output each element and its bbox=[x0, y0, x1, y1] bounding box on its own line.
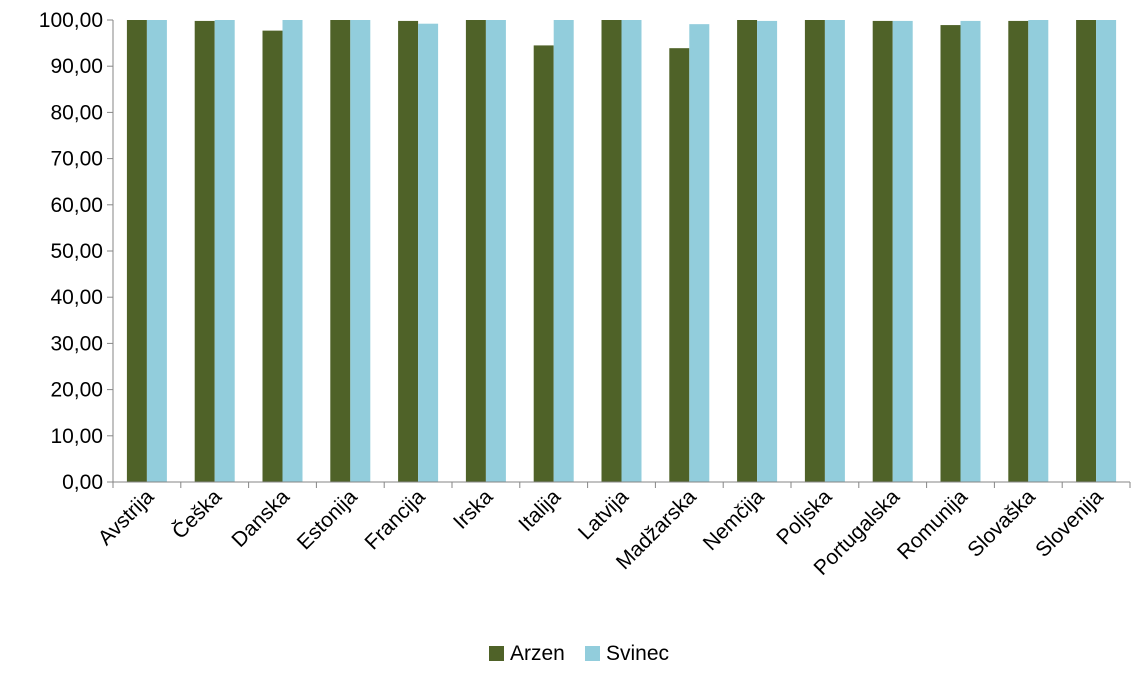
x-category-label: Latvija bbox=[574, 485, 633, 544]
legend-swatch-arzen bbox=[489, 646, 504, 661]
bar-svinec-4 bbox=[418, 23, 439, 483]
y-tick-label: 50,00 bbox=[50, 240, 103, 263]
bar-svinec-12 bbox=[960, 20, 981, 482]
x-category-label: Danska bbox=[227, 485, 294, 552]
bar-arzen-2 bbox=[262, 30, 283, 482]
bar-svinec-0 bbox=[146, 20, 167, 482]
y-axis: 0,00 10,00 20,00 30,00 40,00 50,00 60,00 70,00 8… bbox=[39, 9, 114, 494]
bars bbox=[126, 20, 1117, 483]
x-category-label: Avstrija bbox=[94, 485, 159, 550]
bar-svinec-2 bbox=[282, 20, 303, 482]
bar-arzen-7 bbox=[601, 20, 622, 482]
y-tick-label: 90,00 bbox=[50, 55, 103, 78]
bar-svinec-1 bbox=[214, 20, 235, 482]
bar-svinec-9 bbox=[757, 20, 778, 482]
y-tick-label: 70,00 bbox=[50, 148, 103, 171]
bar-svinec-13 bbox=[1028, 20, 1049, 482]
legend-label-arzen: Arzen bbox=[510, 642, 565, 665]
bar-svinec-6 bbox=[553, 20, 574, 482]
x-category-label: Slovenija bbox=[1031, 485, 1108, 562]
bar-arzen-13 bbox=[1008, 20, 1029, 482]
y-tick-label: 10,00 bbox=[50, 425, 103, 448]
y-tick-label: 20,00 bbox=[50, 379, 103, 402]
bar-arzen-9 bbox=[737, 20, 758, 482]
x-category-label: Irska bbox=[449, 485, 498, 534]
y-tick-label: 40,00 bbox=[50, 286, 103, 309]
bar-svinec-8 bbox=[689, 24, 710, 483]
x-category-label: Slovaška bbox=[963, 485, 1040, 562]
x-category-label: Češka bbox=[168, 485, 227, 544]
x-category-label: Nemčija bbox=[699, 485, 769, 555]
bar-svinec-7 bbox=[621, 20, 642, 482]
legend: Arzen Svinec bbox=[489, 642, 669, 665]
bar-svinec-14 bbox=[1096, 20, 1117, 482]
bar-arzen-11 bbox=[872, 20, 893, 482]
legend-swatch-svinec bbox=[585, 646, 600, 661]
x-category-label: Poljska bbox=[772, 485, 836, 549]
bar-arzen-3 bbox=[330, 20, 351, 482]
bar-arzen-12 bbox=[940, 25, 961, 482]
x-category-label: Estonija bbox=[293, 485, 362, 554]
y-tick-label: 100,00 bbox=[39, 9, 103, 32]
bar-svinec-10 bbox=[824, 20, 845, 482]
bar-arzen-1 bbox=[194, 20, 215, 482]
x-category-label: Italija bbox=[514, 485, 565, 536]
bar-arzen-0 bbox=[126, 20, 147, 482]
bar-arzen-10 bbox=[804, 20, 825, 482]
x-category-label: Francija bbox=[361, 485, 430, 554]
bar-svinec-5 bbox=[485, 20, 506, 482]
bar-arzen-8 bbox=[669, 48, 690, 482]
bar-svinec-3 bbox=[350, 20, 371, 482]
bar-arzen-5 bbox=[465, 20, 486, 482]
y-tick-label: 60,00 bbox=[50, 194, 103, 217]
bar-arzen-4 bbox=[398, 20, 419, 482]
x-category-label: Romunija bbox=[893, 485, 972, 564]
bar-arzen-6 bbox=[533, 45, 554, 482]
y-tick-label: 30,00 bbox=[50, 332, 103, 355]
bar-arzen-14 bbox=[1076, 20, 1097, 482]
legend-label-svinec: Svinec bbox=[606, 642, 669, 665]
bar-svinec-11 bbox=[892, 20, 913, 482]
y-tick-label: 80,00 bbox=[50, 101, 103, 124]
y-tick-label: 0,00 bbox=[62, 471, 103, 494]
